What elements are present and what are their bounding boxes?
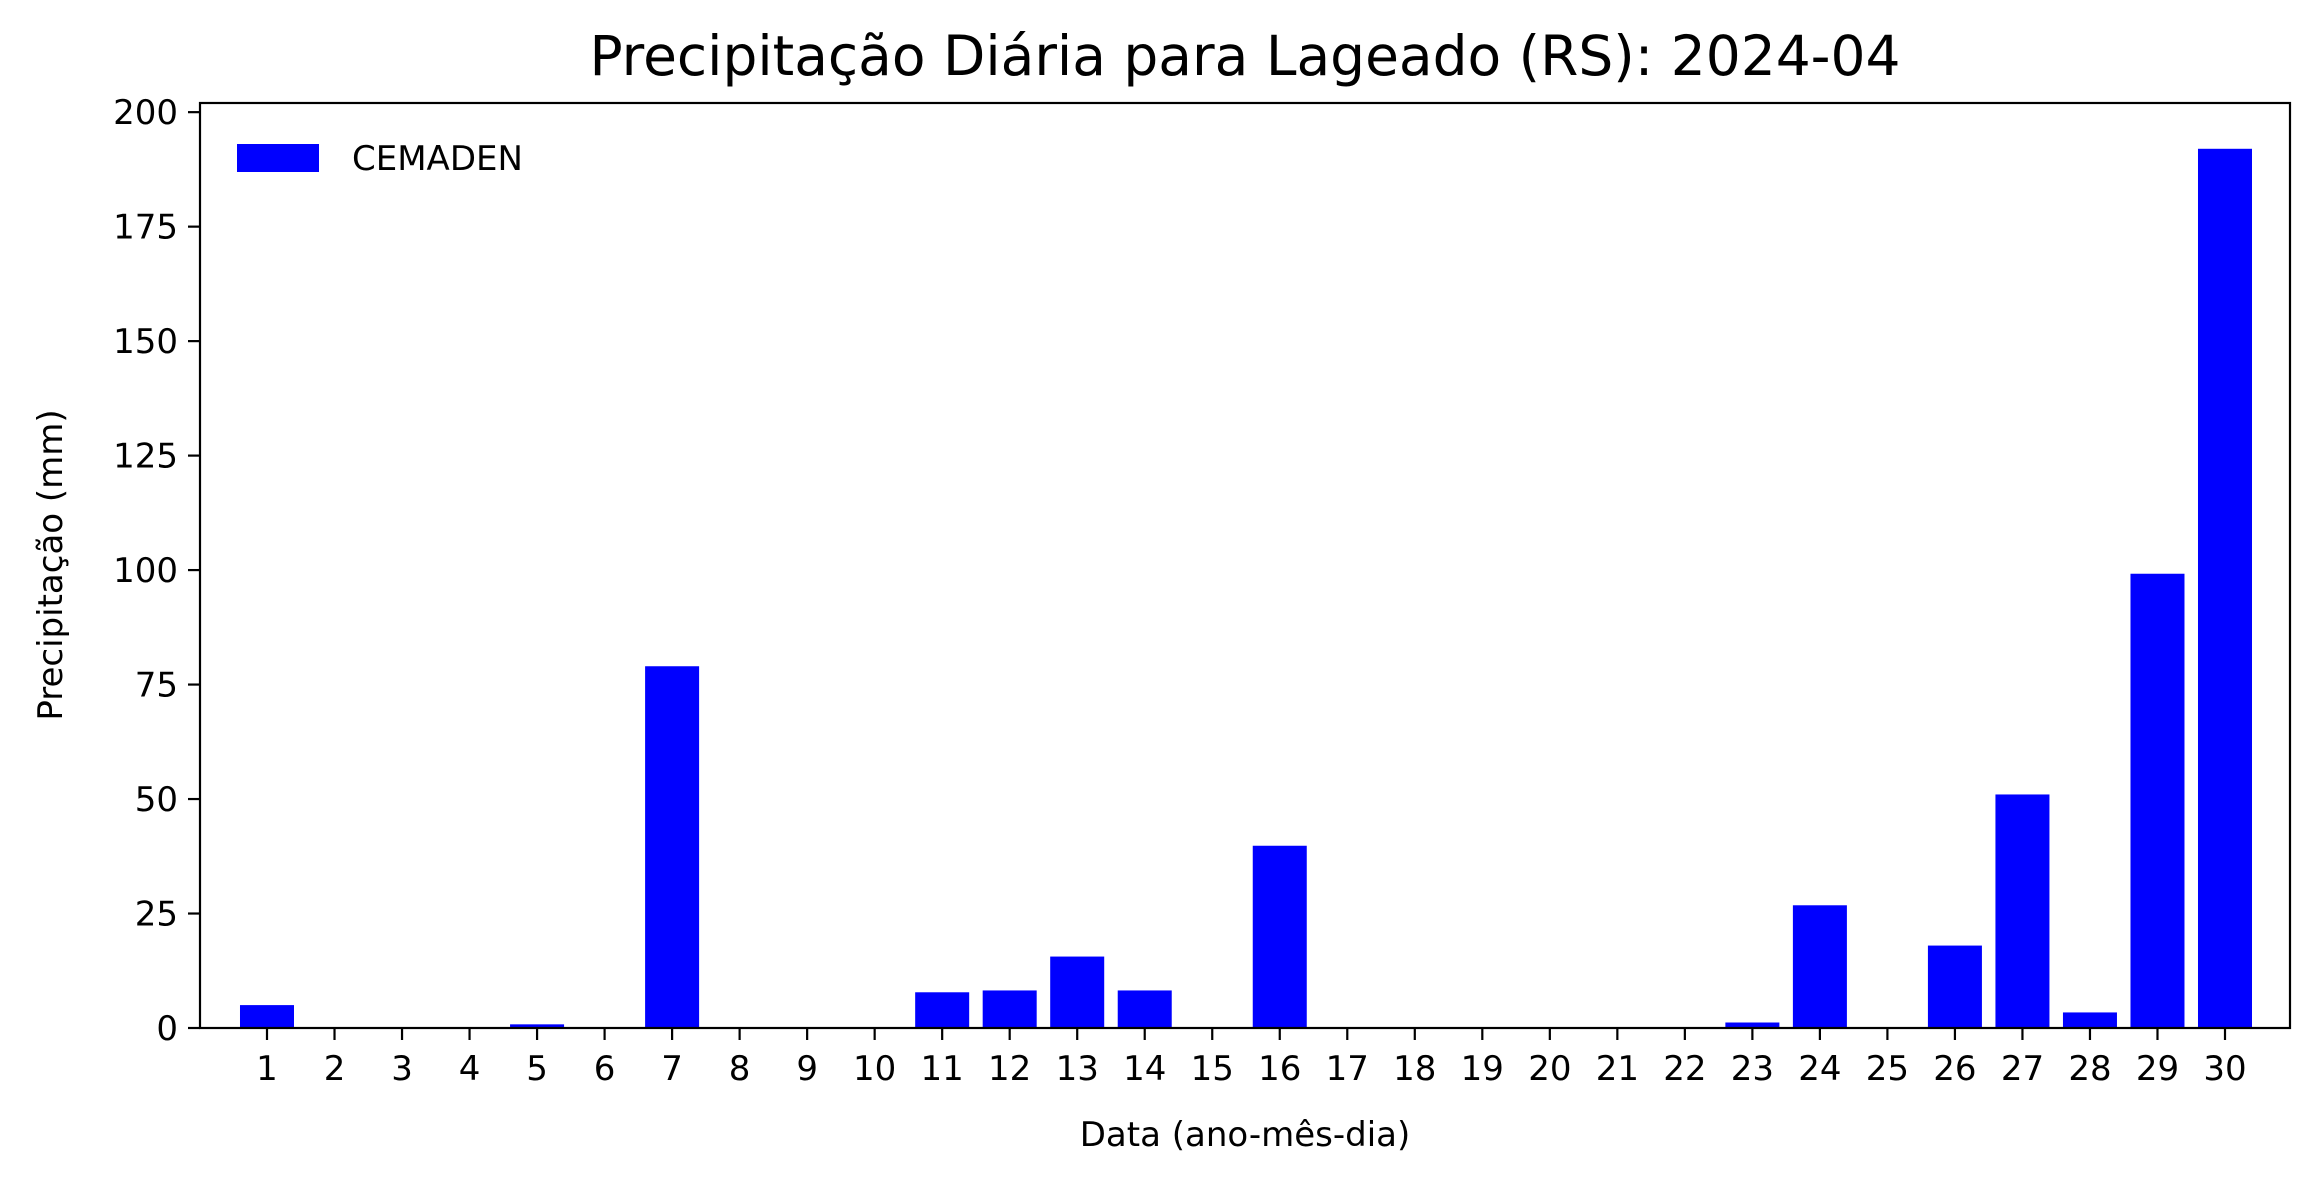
x-tick-label-11: 11 (921, 1049, 964, 1089)
bars-layer (239, 148, 2252, 1029)
x-tick-label-14: 14 (1123, 1049, 1166, 1089)
x-tick-label-27: 27 (2001, 1049, 2044, 1089)
x-tick-label-5: 5 (526, 1049, 548, 1089)
x-tick-label-4: 4 (459, 1049, 481, 1089)
x-tick-label-26: 26 (1933, 1049, 1976, 1089)
x-tick-label-20: 20 (1528, 1049, 1571, 1089)
y-tick-label: 0 (156, 1009, 178, 1049)
x-tick-label-3: 3 (391, 1049, 413, 1089)
y-tick-label: 125 (113, 437, 178, 477)
x-tick-label-18: 18 (1393, 1049, 1436, 1089)
x-tick-label-23: 23 (1731, 1049, 1774, 1089)
x-tick-label-28: 28 (2068, 1049, 2111, 1089)
x-tick-label-25: 25 (1866, 1049, 1909, 1089)
y-tick-label: 75 (135, 666, 178, 706)
legend: CEMADEN (237, 139, 523, 179)
y-tick-label: 150 (113, 322, 178, 362)
bar-day-27 (1995, 794, 2050, 1028)
x-tick-label-9: 9 (796, 1049, 818, 1089)
x-tick-label-15: 15 (1191, 1049, 1234, 1089)
bar-day-28 (2062, 1012, 2117, 1028)
x-tick-label-12: 12 (988, 1049, 1031, 1089)
x-tick-label-24: 24 (1798, 1049, 1841, 1089)
bar-day-7 (645, 666, 700, 1028)
y-tick-label: 50 (135, 780, 178, 820)
plot-frame (198, 101, 2292, 1030)
y-tick-label: 175 (113, 208, 178, 248)
x-tick-label-21: 21 (1596, 1049, 1639, 1089)
x-tick-label-30: 30 (2203, 1049, 2246, 1089)
x-tick-label-22: 22 (1663, 1049, 1706, 1089)
y-axis: 0 25 50 75 100 125 150 175 200 (113, 93, 200, 1049)
x-tick-label-6: 6 (594, 1049, 616, 1089)
x-tick-label-7: 7 (661, 1049, 683, 1089)
bar-day-26 (1927, 945, 1982, 1028)
legend-label-cemaden: CEMADEN (352, 139, 523, 179)
x-tick-label-2: 2 (324, 1049, 346, 1089)
bar-day-24 (1792, 905, 1847, 1028)
chart-title: Precipitação Diária para Lageado (RS): 2… (589, 24, 1900, 88)
x-tick-label-17: 17 (1326, 1049, 1369, 1089)
x-tick-label-13: 13 (1056, 1049, 1099, 1089)
y-tick-label: 200 (113, 93, 178, 133)
y-tick-label: 25 (135, 895, 178, 935)
bar-day-13 (1050, 956, 1105, 1028)
x-tick-label-16: 16 (1258, 1049, 1301, 1089)
bar-day-29 (2130, 573, 2185, 1028)
bar-day-1 (239, 1005, 294, 1028)
legend-swatch-cemaden (237, 144, 319, 172)
x-tick-label-8: 8 (729, 1049, 751, 1089)
y-tick-label: 100 (113, 551, 178, 591)
x-axis: 1 2 3 4 5 6 7 8 9 10 11 12 13 14 15 16 17 18 19 20 21 22 23 24 2… (256, 1028, 2247, 1089)
bar-day-5 (510, 1024, 565, 1028)
x-tick-label-19: 19 (1461, 1049, 1504, 1089)
x-tick-label-1: 1 (256, 1049, 278, 1089)
x-tick-label-10: 10 (853, 1049, 896, 1089)
bar-day-14 (1117, 990, 1172, 1028)
x-tick-label-29: 29 (2136, 1049, 2179, 1089)
y-axis-label: Precipitação (mm) (31, 409, 71, 720)
x-axis-label: Data (ano-mês-dia) (1080, 1115, 1411, 1155)
bar-day-23 (1725, 1022, 1780, 1028)
bar-day-12 (982, 990, 1037, 1028)
bar-day-11 (915, 992, 970, 1028)
bar-day-16 (1252, 845, 1307, 1028)
bar-day-30 (2197, 148, 2252, 1029)
